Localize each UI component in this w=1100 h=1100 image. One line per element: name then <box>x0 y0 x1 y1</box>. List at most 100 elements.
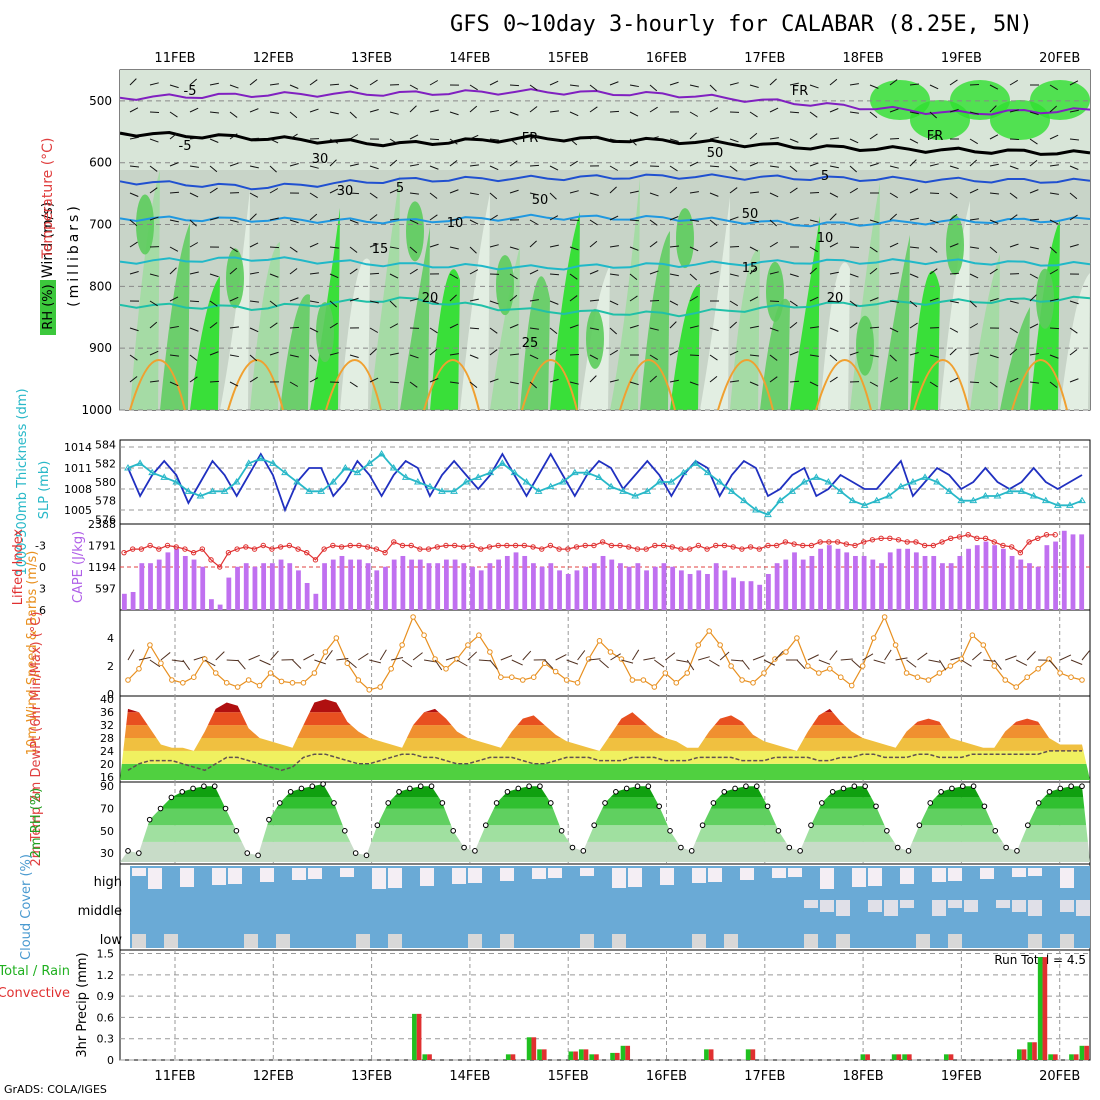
wind-barb <box>669 165 678 172</box>
cloud-high-cell <box>500 868 514 881</box>
cape-bar <box>365 563 371 610</box>
li-point <box>443 542 449 549</box>
wind-barb <box>169 111 178 118</box>
wind-speed-point <box>344 660 351 667</box>
li-point <box>530 544 536 550</box>
rh2m-point <box>580 848 587 854</box>
wind-barb <box>609 138 619 142</box>
li-point <box>1026 539 1032 545</box>
cloud-high-cell <box>788 868 802 877</box>
wind-barb <box>529 354 539 360</box>
cape-bar <box>800 559 806 610</box>
wind-barb <box>649 241 658 248</box>
cloud-high-cell <box>868 868 882 886</box>
isotherm-line-15 <box>119 256 1091 271</box>
li-point <box>330 542 336 549</box>
cape-bar <box>400 555 406 610</box>
cloud-high-cell <box>132 868 146 876</box>
cape-bar <box>1053 541 1058 610</box>
wind-barb <box>709 241 718 248</box>
isotherm-label: 10 <box>817 231 834 246</box>
rh-shade-area <box>790 216 820 410</box>
isotherm-label: 50 <box>742 207 759 222</box>
cape-bar <box>1000 548 1006 610</box>
wind-barb <box>709 107 719 113</box>
rh-shade-area <box>640 231 670 410</box>
wind-barb <box>829 108 839 113</box>
wind-barb <box>209 351 219 356</box>
rh2m-point <box>179 789 186 795</box>
temp-fill <box>120 699 1090 780</box>
wind-barb <box>289 246 298 253</box>
li-point <box>634 546 641 552</box>
wind-barb <box>449 189 459 194</box>
precip-convective-bar <box>625 1045 631 1060</box>
wind-barb <box>469 84 478 91</box>
wind-barb <box>149 82 159 86</box>
thickness-point <box>993 492 1002 499</box>
wind-barb <box>189 165 199 168</box>
thickness-point <box>426 482 434 490</box>
wind-barb <box>789 165 798 173</box>
rh2m-point <box>764 803 771 810</box>
rh2m-point <box>1079 783 1085 790</box>
wind-speed-point <box>508 674 515 681</box>
thickness-point <box>679 468 688 476</box>
li-point <box>478 546 484 552</box>
wind-barb <box>669 273 679 277</box>
cloud-high-cell <box>628 868 642 887</box>
rh-axis-label: RH (%) <box>41 284 56 329</box>
rh-shade-core <box>1030 80 1090 120</box>
wind-speed-point <box>991 663 998 669</box>
wind-barb <box>849 138 859 144</box>
wind-axis-label: Wind (m/s) <box>40 202 56 278</box>
cape-tick-label: 2388 <box>88 518 116 531</box>
wind-barb <box>869 162 879 167</box>
wind-barb <box>189 107 199 113</box>
wind-barb <box>789 321 798 329</box>
cloud-high-cell <box>740 868 754 880</box>
rh-shade-area <box>550 212 580 410</box>
wind-barb <box>449 353 459 356</box>
isotherm-label: 50 <box>532 193 549 208</box>
cape-bar <box>940 563 945 610</box>
wind-barb <box>549 273 560 276</box>
thickness-point <box>534 487 543 494</box>
wind-barb <box>789 111 800 114</box>
cape-bar <box>1079 534 1085 610</box>
wind-barb <box>389 218 399 221</box>
wind-barb <box>449 273 459 279</box>
rh2m-point <box>743 783 749 790</box>
wind-speed-point <box>311 670 318 676</box>
rh-legend-box <box>40 280 56 335</box>
wind-barb <box>309 108 319 113</box>
wind-barb <box>589 106 598 113</box>
precip-convective-bar <box>865 1054 870 1060</box>
wind-tick-label: 4 <box>107 632 114 645</box>
wind-barb <box>289 297 299 302</box>
wind-barb <box>1009 214 1018 221</box>
thickness-point <box>969 496 978 504</box>
wind-barb <box>809 84 819 89</box>
wind-barb <box>929 163 939 167</box>
pressure-tick-label: 500 <box>89 94 112 108</box>
wind-barb <box>129 271 139 275</box>
li-point <box>364 544 371 550</box>
wind-barb <box>389 273 399 279</box>
wind-speed-point <box>826 666 833 672</box>
li-point <box>539 546 545 552</box>
wind-barb <box>569 295 578 302</box>
top-date-label: 11FEB <box>154 51 195 66</box>
cape-bar <box>722 570 728 610</box>
rh2m-point <box>1024 822 1031 829</box>
wind-barb <box>329 111 339 115</box>
cape-bar <box>696 570 702 610</box>
li-point <box>834 539 841 545</box>
rh-shade-area <box>520 276 550 410</box>
isotherm-label: 10 <box>447 216 464 231</box>
precip-total-bar <box>620 1045 626 1060</box>
wind-barb <box>1009 327 1018 334</box>
li-point <box>521 542 528 549</box>
wind-barb <box>289 84 299 89</box>
wind-barb-10m <box>248 654 260 661</box>
